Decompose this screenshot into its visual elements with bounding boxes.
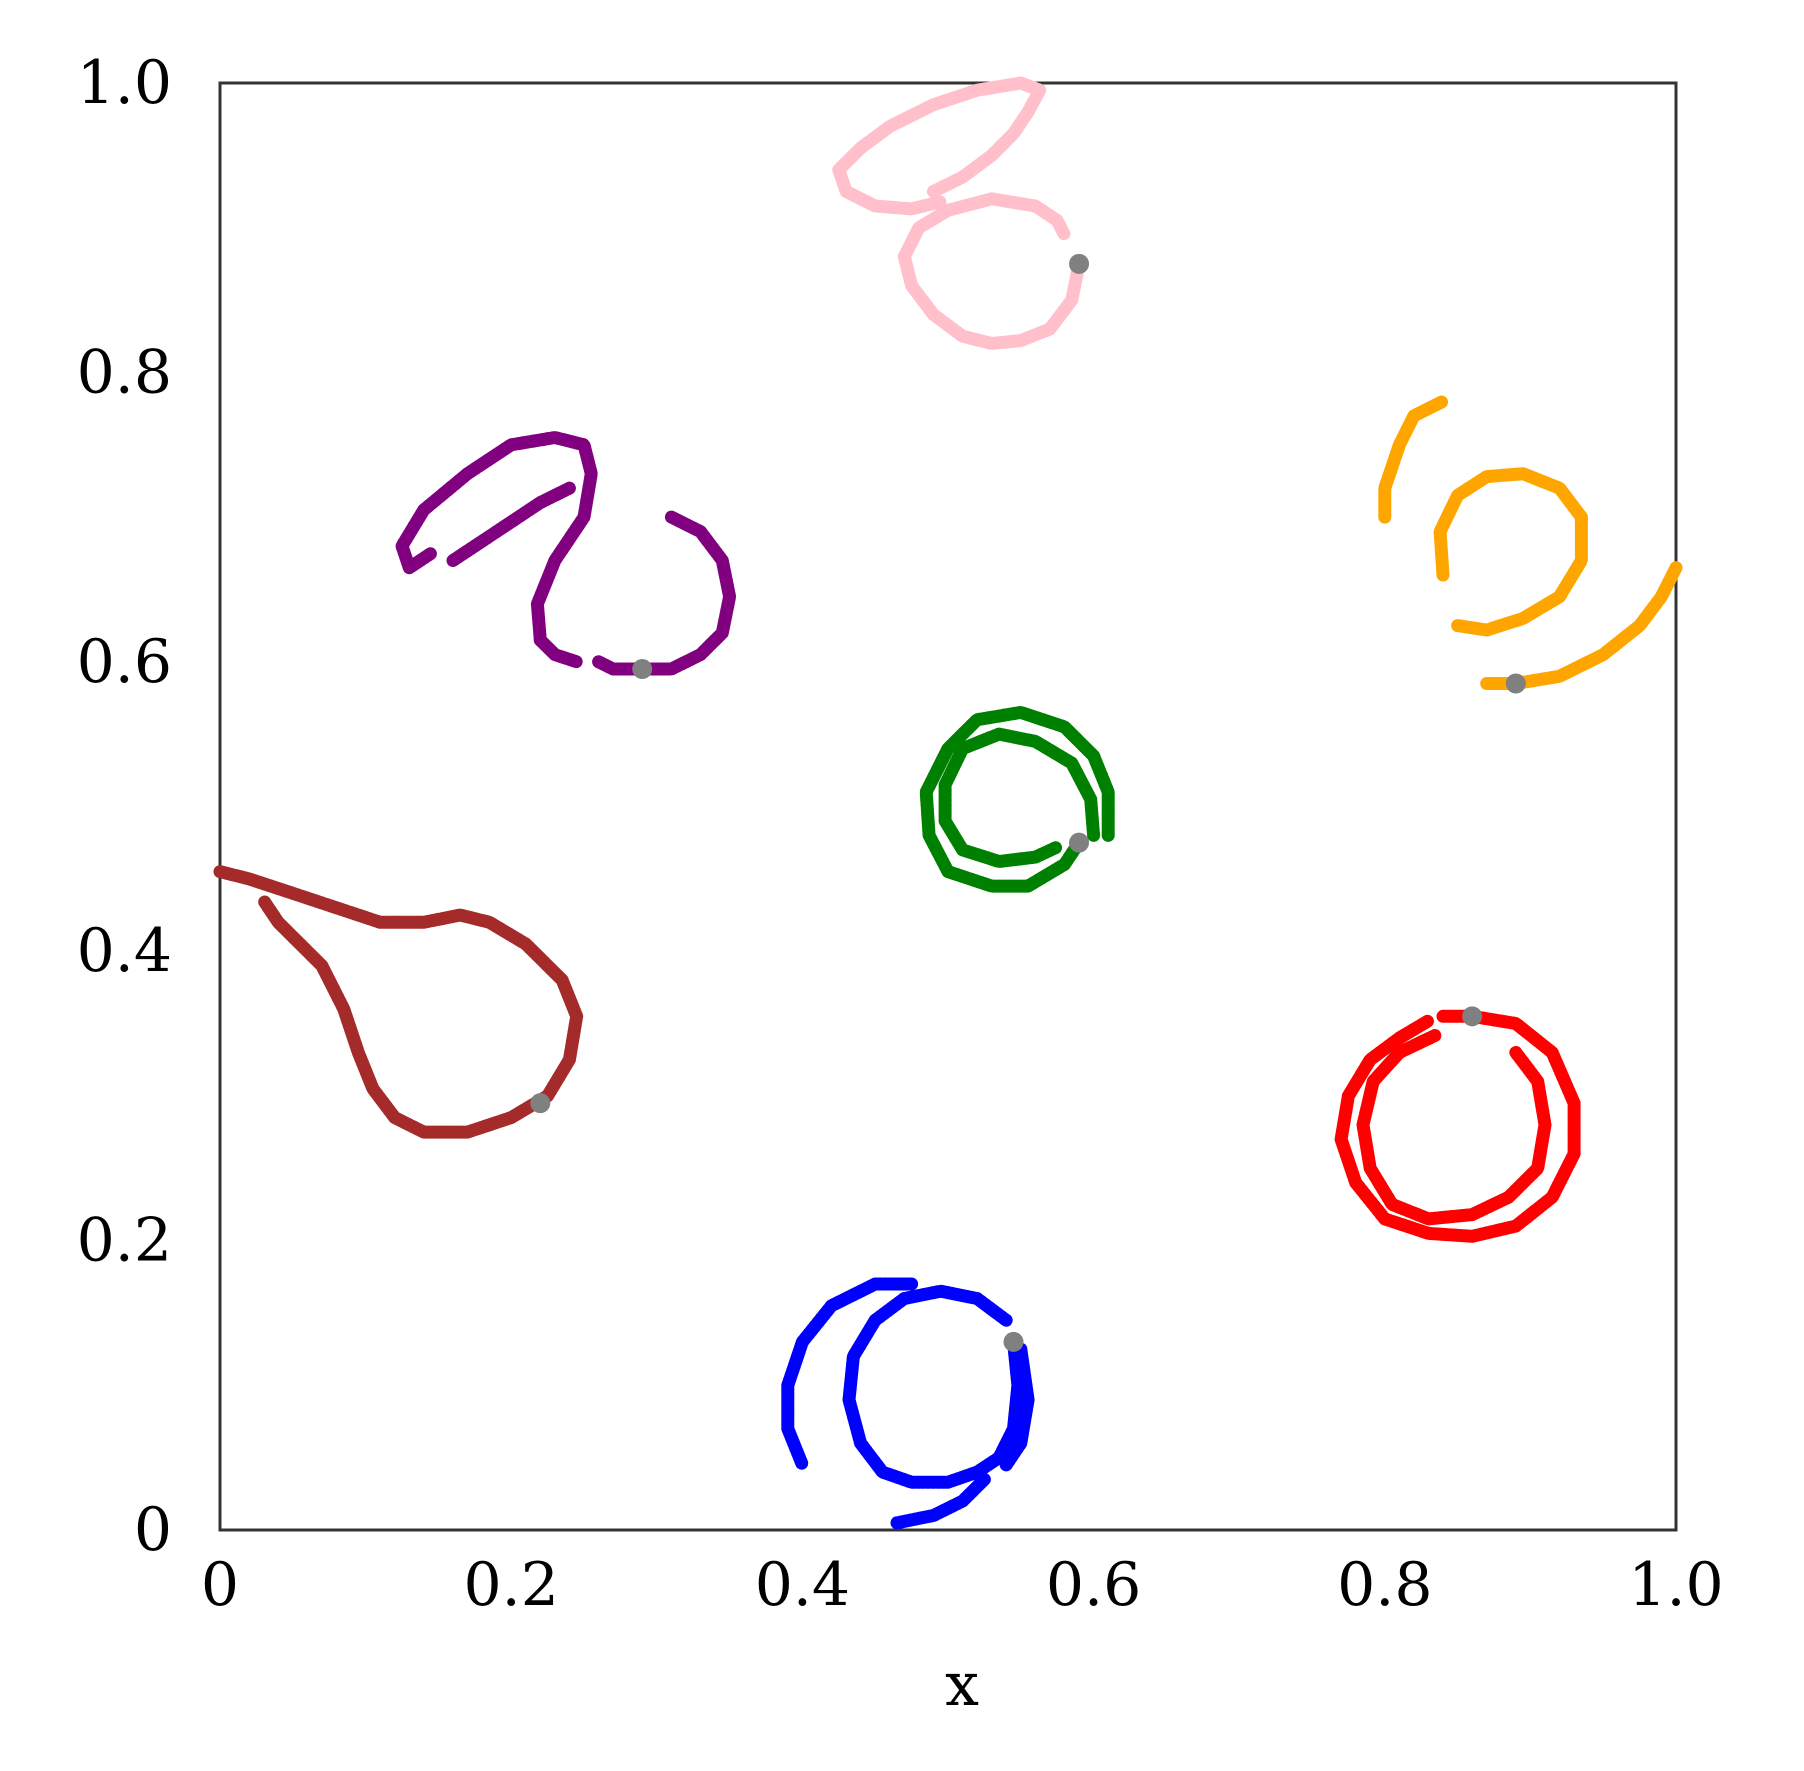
series-curve-core — [846, 1288, 1021, 1486]
series-curve-core — [217, 868, 580, 1136]
y-tick-label: 0 — [134, 1495, 172, 1565]
series-4 — [919, 705, 1115, 893]
series-start-marker — [1003, 1331, 1024, 1352]
series-start-marker — [632, 659, 653, 680]
series-start-marker — [530, 1093, 551, 1114]
series-curve-core — [450, 485, 573, 564]
series-start-marker — [1069, 832, 1090, 853]
series-curve-core — [595, 514, 733, 672]
series-3 — [395, 431, 737, 680]
y-tick-label: 1.0 — [77, 48, 172, 118]
series-curve-core — [894, 1476, 988, 1526]
series-curve-core — [399, 434, 595, 644]
series-curve-core — [942, 731, 1097, 865]
series-curve-core — [1381, 398, 1446, 521]
y-tick-label: 0.8 — [77, 337, 172, 407]
series-1 — [832, 76, 1090, 350]
series-6 — [1334, 1006, 1581, 1243]
series-curve-core — [1437, 470, 1585, 633]
series-start-marker — [1069, 253, 1090, 274]
y-tick-label: 0.6 — [77, 627, 172, 697]
x-tick-label: 0.4 — [755, 1550, 850, 1620]
series-curve-core — [1360, 1032, 1548, 1222]
x-tick-label: 1.0 — [1628, 1550, 1723, 1620]
series-7 — [781, 1277, 1035, 1530]
series-5 — [213, 865, 584, 1139]
series-curve-core — [1003, 1346, 1032, 1468]
x-tick-label: 0 — [201, 1550, 239, 1620]
series-layer — [213, 76, 1683, 1530]
series-curve-core — [784, 1281, 915, 1468]
y-tick-labels: 0 0.2 0.4 0.6 0.8 1.0 — [77, 48, 172, 1565]
series-curve-core — [537, 637, 580, 665]
series-curve-core — [901, 195, 1082, 347]
series-curve-core — [1338, 1013, 1578, 1240]
x-tick-label: 0.6 — [1046, 1550, 1141, 1620]
series-curve-core — [835, 80, 1043, 212]
series-start-marker — [1505, 673, 1526, 694]
x-tick-label: 0.2 — [463, 1550, 558, 1620]
y-tick-label: 0.4 — [77, 916, 172, 986]
series-2 — [1378, 394, 1683, 694]
y-tick-label: 0.2 — [77, 1206, 172, 1276]
x-tick-label: 0.8 — [1337, 1550, 1432, 1620]
series-start-marker — [1462, 1006, 1483, 1027]
series-curve-core — [923, 709, 1112, 890]
x-tick-labels: 0 0.2 0.4 0.6 0.8 1.0 — [201, 1550, 1724, 1620]
x-axis-label: x — [945, 1650, 979, 1720]
